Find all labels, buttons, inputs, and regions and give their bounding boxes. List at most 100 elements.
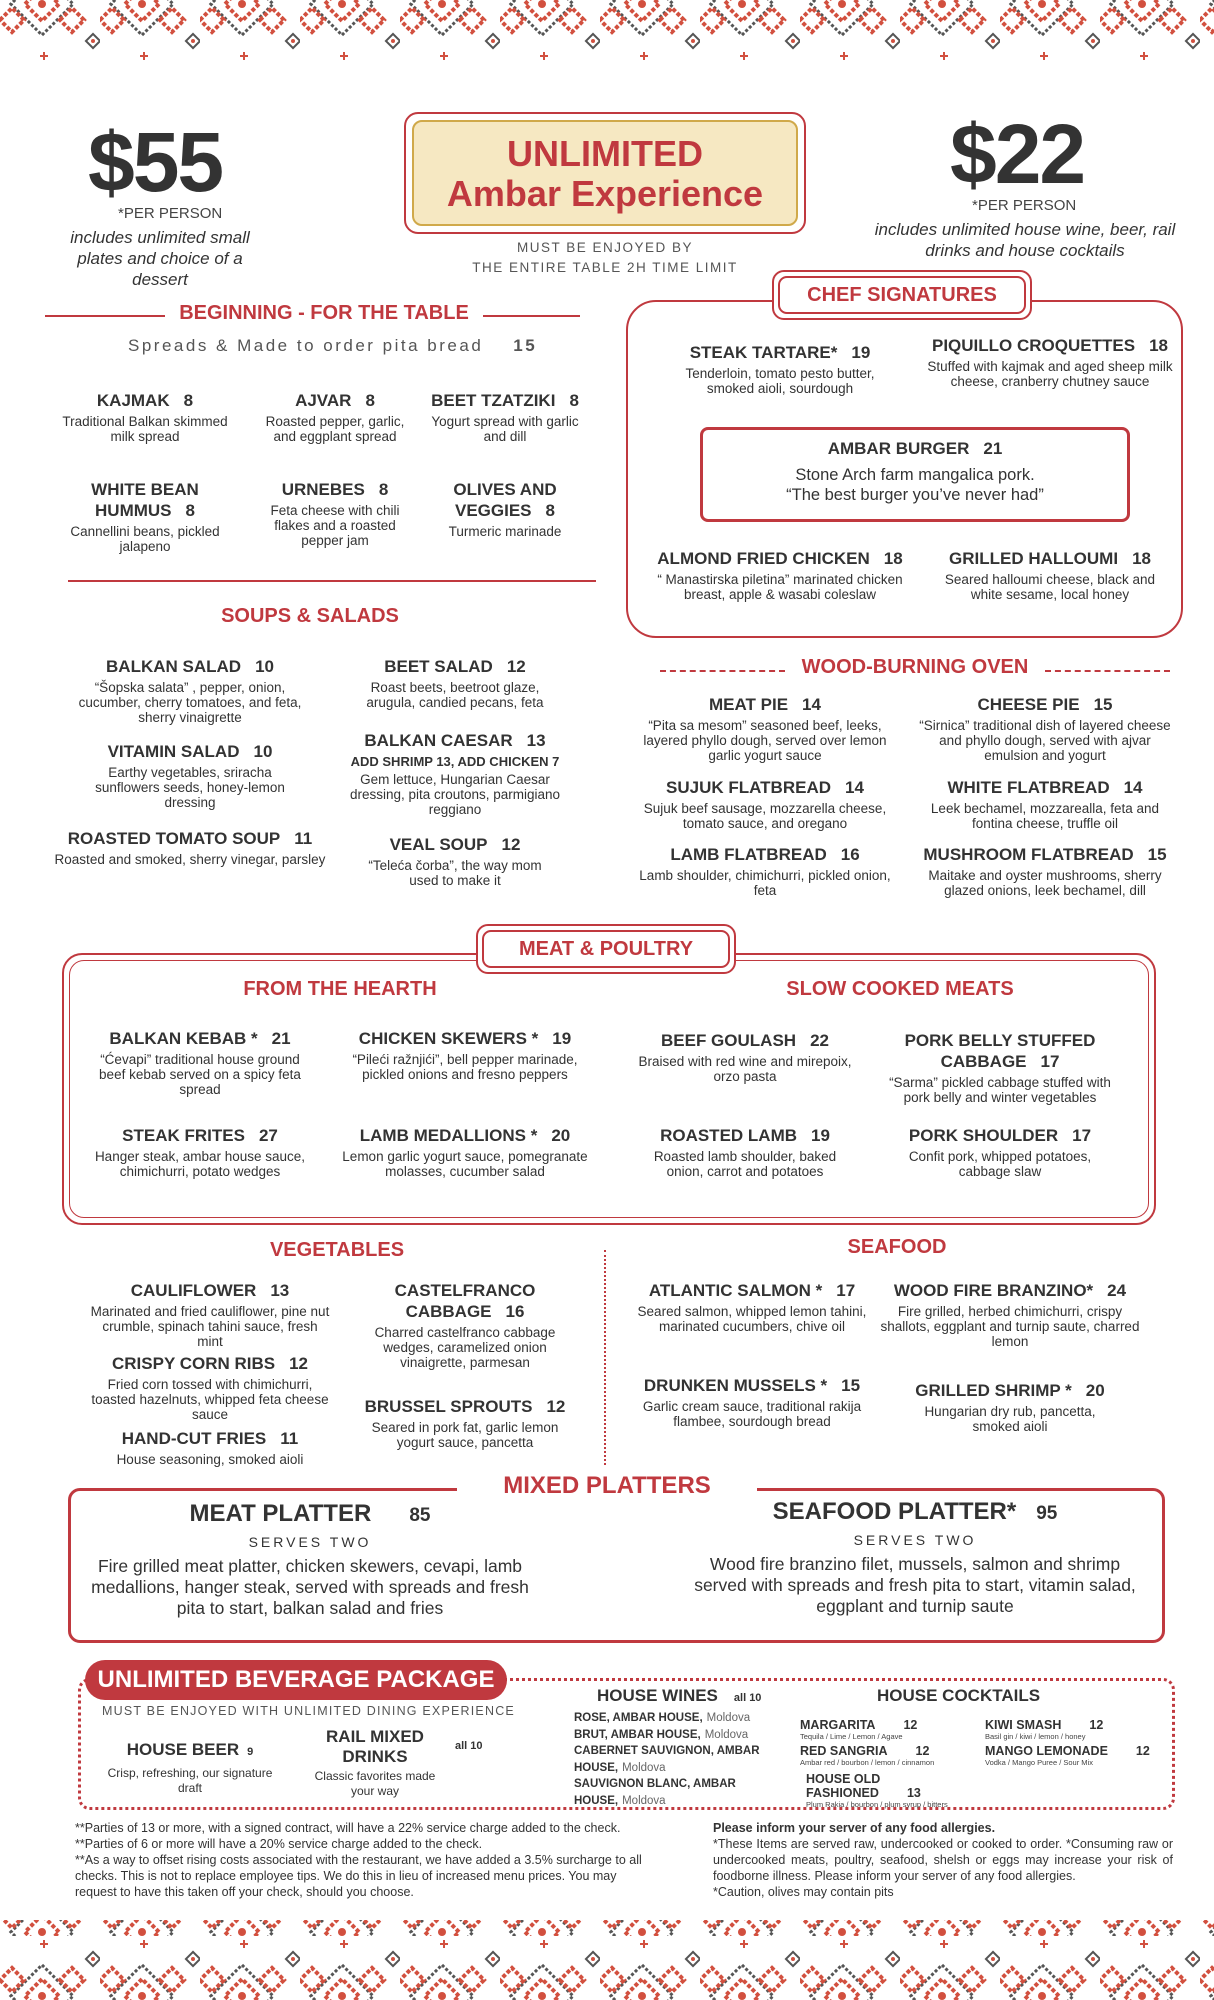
menu-item: ATLANTIC SALMON * 17 Seared salmon, whippe… bbox=[632, 1280, 872, 1334]
hearth-title: FROM THE HEARTH bbox=[243, 978, 437, 1000]
menu-item: CHICKEN SKEWERS * 19 “Pileći ražnjići”, be… bbox=[345, 1028, 585, 1082]
item-name-row: SUJUK FLATBREAD 14 bbox=[635, 777, 895, 798]
menu-item: DRUNKEN MUSSELS * 15 Garlic cream sauce, t… bbox=[637, 1375, 867, 1429]
menu-item: BALKAN SALAD 10 “Šopska salata” , pepper, … bbox=[70, 656, 310, 725]
menu-item: BEEF GOULASH 22 Braised with red wine and … bbox=[635, 1030, 855, 1084]
item-price: 18 bbox=[1132, 549, 1151, 568]
item-description: Traditional Balkan skimmed milk spread bbox=[62, 414, 228, 444]
seafood-platter-name: SEAFOOD PLATTER* bbox=[772, 1498, 1017, 1525]
cocktail-price: 13 bbox=[906, 1786, 921, 1800]
item-name: WOOD FIRE BRANZINO* bbox=[893, 1281, 1094, 1300]
item-name-row: LAMB MEDALLIONS * 20 bbox=[335, 1125, 595, 1146]
footnote: **Parties of 6 or more will have a 20% s… bbox=[75, 1837, 483, 1851]
item-name: HAND-CUT FRIES bbox=[121, 1429, 267, 1448]
item-name-row: PIQUILLO CROQUETTES 18 bbox=[925, 335, 1175, 356]
left-per-person: *PER PERSON bbox=[118, 205, 223, 222]
menu-item: URNEBES 8 Feta cheese with chili flakes an… bbox=[255, 479, 415, 548]
item-name: CAULIFLOWER bbox=[130, 1281, 257, 1300]
item-name-row: BEET SALAD 12 bbox=[345, 656, 565, 677]
item-name-row: HAND-CUT FRIES 11 bbox=[90, 1428, 330, 1449]
cocktail-name: MANGO LEMONADE bbox=[985, 1744, 1108, 1758]
item-name: BEET SALAD bbox=[384, 657, 493, 676]
cocktail-name: KIWI SMASH bbox=[985, 1718, 1062, 1732]
item-description: “Sarma” pickled cabbage stuffed with por… bbox=[889, 1075, 1111, 1105]
cocktail-desc: Plum Rakia / bourbon / plum syrup / bitt… bbox=[806, 1800, 948, 1809]
item-price: 22 bbox=[810, 1031, 829, 1050]
left-includes: includes unlimited small plates and choi… bbox=[70, 228, 250, 289]
item-name-row: BALKAN KEBAB * 21 bbox=[90, 1028, 310, 1049]
item-description: “ Manastirska piletina” marinated chicke… bbox=[657, 572, 903, 602]
item-addon: ADD SHRIMP 13, ADD CHICKEN 7 bbox=[350, 754, 560, 769]
item-price: 21 bbox=[271, 1029, 291, 1048]
cocktail-name-row: MANGO LEMONADE 12 bbox=[985, 1744, 1155, 1758]
item-price: 16 bbox=[840, 845, 860, 864]
item-name: ALMOND FRIED CHICKEN bbox=[657, 549, 870, 568]
menu-item: PIQUILLO CROQUETTES 18 Stuffed with kajmak… bbox=[925, 335, 1175, 389]
menu-item: AJVAR 8 Roasted pepper, garlic, and eggpla… bbox=[255, 390, 415, 444]
hero-note-line1: MUST BE ENJOYED BY bbox=[516, 240, 694, 255]
menu-item: ALMOND FRIED CHICKEN 18 “ Manastirska pile… bbox=[645, 548, 915, 602]
item-price: 20 bbox=[551, 1126, 571, 1145]
cocktail-item: KIWI SMASH 12 Basil gin / kiwi / lemon / h… bbox=[985, 1718, 1155, 1741]
burger-name: AMBAR BURGER bbox=[827, 439, 970, 458]
item-description: “Sirnica” traditional dish of layered ch… bbox=[919, 718, 1171, 763]
cocktail-price: 12 bbox=[903, 1718, 918, 1732]
item-name-row: WOOD FIRE BRANZINO* 24 bbox=[880, 1280, 1140, 1301]
cocktail-name-row: KIWI SMASH 12 bbox=[985, 1718, 1155, 1732]
item-name-row: CASTELFRANCO CABBAGE 16 bbox=[365, 1280, 565, 1322]
item-name: BEEF GOULASH bbox=[661, 1031, 797, 1050]
menu-item: KAJMAK 8 Traditional Balkan skimmed milk s… bbox=[55, 390, 235, 444]
item-name-row: STEAK TARTARE* 19 bbox=[675, 342, 885, 363]
item-price: 18 bbox=[1149, 336, 1168, 355]
wines-title: HOUSE WINES bbox=[597, 1686, 718, 1705]
item-name-row: KAJMAK 8 bbox=[55, 390, 235, 411]
footnotes-left: **Parties of 13 or more, with a signed c… bbox=[75, 1820, 655, 1900]
divider bbox=[483, 315, 580, 317]
item-description: Garlic cream sauce, traditional rakija f… bbox=[642, 1399, 862, 1429]
menu-item: WHITE FLATBREAD 14 Leek bechamel, mozzarea… bbox=[915, 777, 1175, 831]
beginning-title: BEGINNING - FOR THE TABLE bbox=[179, 302, 469, 324]
cocktail-name: HOUSE OLD FASHIONED bbox=[806, 1772, 881, 1800]
item-name-row: GRILLED SHRIMP * 20 bbox=[900, 1380, 1120, 1401]
meat-platter-price: 85 bbox=[409, 1505, 431, 1526]
item-description: Leek bechamel, mozzarealla, feta and fon… bbox=[930, 801, 1160, 831]
divider bbox=[45, 315, 165, 317]
wine-item: BRUT, AMBAR HOUSE, Moldova bbox=[574, 1727, 769, 1744]
item-name-row: BEET TZATZIKI 8 bbox=[425, 390, 585, 411]
item-name: KAJMAK bbox=[96, 391, 170, 410]
menu-item: CRISPY CORN RIBS 12 Fried corn tossed with… bbox=[90, 1353, 330, 1422]
rail-desc: Classic favorites made your way bbox=[314, 1769, 436, 1798]
burger-desc1: Stone Arch farm mangalica pork. bbox=[795, 466, 1035, 484]
item-name-row: WHITE BEAN HUMMUS 8 bbox=[70, 479, 220, 521]
cocktail-price: 12 bbox=[1135, 1744, 1150, 1758]
item-price: 15 bbox=[1093, 695, 1113, 714]
cocktail-name-row: MARGARITA 12 bbox=[800, 1718, 970, 1732]
item-price: 14 bbox=[845, 778, 864, 797]
allergy-note: *These Items are served raw, undercooked… bbox=[713, 1837, 1173, 1883]
item-description: Cannellini beans, pickled jalapeno bbox=[70, 524, 220, 554]
wine-origin: Moldova bbox=[622, 1761, 666, 1774]
wine-origin: Moldova bbox=[704, 1728, 749, 1741]
divider bbox=[1045, 670, 1170, 672]
item-name-row: ROASTED TOMATO SOUP 11 bbox=[50, 828, 330, 849]
item-name: WHITE BEAN HUMMUS bbox=[91, 480, 199, 520]
item-description: Lamb shoulder, chimichurri, pickled onio… bbox=[639, 868, 891, 898]
item-name: BALKAN CAESAR bbox=[364, 731, 513, 750]
menu-item: PORK SHOULDER 17 Confit pork, whipped pota… bbox=[885, 1125, 1115, 1179]
olives-note: *Caution, olives may contain pits bbox=[713, 1885, 894, 1899]
menu-item: CHEESE PIE 15 “Sirnica” traditional dish o… bbox=[915, 694, 1175, 763]
item-price: 24 bbox=[1107, 1281, 1127, 1300]
item-name: CRISPY CORN RIBS bbox=[111, 1354, 276, 1373]
item-price: 8 bbox=[185, 501, 195, 520]
item-name: ATLANTIC SALMON * bbox=[648, 1281, 823, 1300]
item-name-row: DRUNKEN MUSSELS * 15 bbox=[637, 1375, 867, 1396]
cocktail-name-row: HOUSE OLD FASHIONED 13 bbox=[806, 1772, 976, 1800]
beer-name: HOUSE BEER bbox=[126, 1740, 240, 1759]
top-folk-pattern-border bbox=[0, 0, 1214, 64]
meat-platter: MEAT PLATTER 85 SERVES TWO Fire grilled m… bbox=[80, 1500, 540, 1619]
item-name: URNEBES bbox=[281, 480, 365, 499]
rail-drinks: RAIL MIXED DRINKS Classic favorites made… bbox=[310, 1727, 440, 1799]
item-name-row: MEAT PIE 14 bbox=[635, 694, 895, 715]
item-name: LAMB MEDALLIONS * bbox=[359, 1126, 538, 1145]
ambar-burger-box: AMBAR BURGER 21 Stone Arch farm mangalica… bbox=[700, 427, 1130, 522]
